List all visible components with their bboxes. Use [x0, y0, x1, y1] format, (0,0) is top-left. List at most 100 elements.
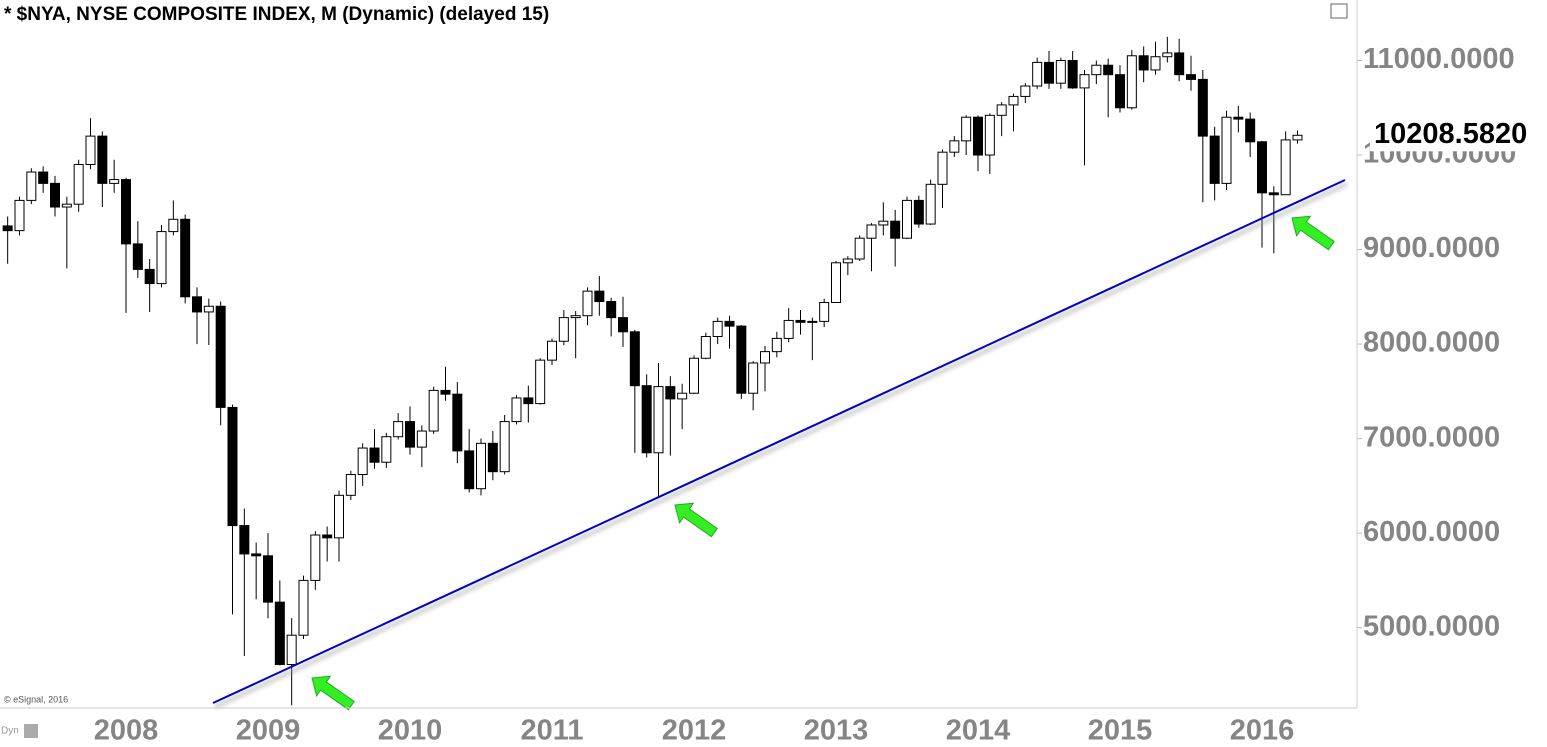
- candle-body: [121, 179, 131, 245]
- footer-icon[interactable]: [24, 724, 38, 738]
- candle-body: [1209, 135, 1220, 184]
- candle-body: [203, 305, 214, 313]
- candle-body: [1079, 74, 1090, 89]
- candle-body: [1115, 74, 1125, 109]
- candle-body: [73, 163, 84, 205]
- copyright: © eSignal, 2016: [4, 694, 68, 704]
- candle-body: [405, 421, 415, 448]
- footer-label: Dyn: [1, 726, 19, 737]
- price-label: 10208.5820: [1374, 118, 1527, 150]
- x-tick-label: 2009: [236, 715, 301, 747]
- y-tick-label: 8000.0000: [1363, 327, 1500, 359]
- candle-body: [180, 218, 191, 298]
- candle-body: [653, 386, 664, 454]
- candle-body: [996, 104, 1007, 116]
- y-tick-label: 11000.0000: [1363, 43, 1515, 75]
- candle-body: [369, 447, 380, 463]
- candle-body: [629, 331, 640, 387]
- candle-body: [452, 393, 463, 452]
- candle-body: [582, 290, 593, 317]
- candle-body: [700, 336, 711, 359]
- window-button[interactable]: [1330, 3, 1348, 19]
- candle-body: [1150, 56, 1161, 71]
- candle-body: [109, 179, 120, 184]
- candle-body: [50, 182, 60, 208]
- candle-body: [961, 116, 972, 142]
- candle-body: [239, 525, 250, 555]
- candle-body: [14, 199, 25, 232]
- candle-body: [913, 199, 924, 225]
- candle-body: [1197, 78, 1208, 137]
- candle-body: [771, 337, 782, 353]
- candle-body: [298, 579, 309, 636]
- candle-body: [748, 362, 759, 394]
- candle-body: [1126, 55, 1137, 109]
- candle-body: [263, 555, 273, 603]
- candle-body: [842, 258, 853, 264]
- candle-body: [97, 135, 108, 184]
- chart-title: * $NYA, NYSE COMPOSITE INDEX, M (Dynamic…: [4, 4, 549, 25]
- candle-body: [1020, 85, 1031, 97]
- candle-body: [26, 171, 37, 201]
- candle-body: [795, 319, 806, 323]
- candle-body: [1091, 64, 1102, 76]
- candle-body: [168, 218, 179, 233]
- candle-body: [1221, 116, 1232, 184]
- candle-body: [1008, 95, 1019, 106]
- candle-body: [890, 220, 901, 239]
- candle-body: [144, 268, 155, 285]
- y-tick-label: 7000.0000: [1363, 421, 1500, 453]
- arrow: [1291, 215, 1335, 251]
- candle-body: [1044, 61, 1054, 84]
- x-tick-label: 2013: [804, 715, 869, 747]
- y-tick-label: 9000.0000: [1363, 232, 1500, 264]
- candle-body: [357, 447, 368, 476]
- candle-body: [416, 430, 427, 448]
- candle-body: [819, 301, 830, 322]
- candle-body: [949, 140, 960, 153]
- arrow: [311, 675, 355, 711]
- x-tick-label: 2016: [1230, 715, 1295, 747]
- candle-body: [523, 397, 534, 405]
- candle-body: [334, 494, 344, 539]
- candle-body: [440, 389, 451, 395]
- candle-body: [156, 231, 167, 285]
- candle-body: [322, 534, 333, 539]
- candle-body: [925, 183, 936, 225]
- y-tick-label: 5000.0000: [1363, 610, 1500, 642]
- candle-body: [724, 320, 735, 327]
- candle-body: [393, 421, 404, 438]
- x-tick-label: 2012: [662, 715, 727, 747]
- candle-body: [736, 325, 747, 394]
- candle-body: [973, 116, 983, 156]
- candle-body: [558, 317, 569, 342]
- candle-body: [487, 442, 498, 473]
- candle-body: [594, 290, 605, 303]
- candle-body: [854, 237, 865, 260]
- x-tick-label: 2010: [378, 715, 443, 747]
- candle-body: [1245, 118, 1256, 143]
- candle-body: [38, 171, 49, 184]
- candles-layer: [2, 36, 1303, 706]
- candle-body: [665, 386, 676, 400]
- candle-body: [1162, 52, 1173, 58]
- candle-body: [866, 224, 877, 239]
- candle-body: [1138, 55, 1149, 71]
- candle-body: [937, 151, 948, 185]
- candle-body: [1067, 59, 1078, 89]
- x-tick-label: 2011: [521, 715, 584, 747]
- candle-body: [227, 406, 238, 527]
- candle-body: [1257, 141, 1267, 194]
- candle-body: [902, 199, 912, 239]
- x-tick-label: 2015: [1088, 715, 1153, 747]
- candle-body: [1032, 61, 1043, 87]
- y-tick-label: 6000.0000: [1363, 516, 1500, 548]
- candle-body: [476, 442, 486, 490]
- candle-body: [984, 114, 995, 156]
- candle-body: [1103, 64, 1114, 76]
- candle-body: [547, 340, 557, 361]
- candle-body: [535, 359, 546, 405]
- grid-layer: [1357, 59, 1362, 629]
- candle-body: [85, 135, 96, 165]
